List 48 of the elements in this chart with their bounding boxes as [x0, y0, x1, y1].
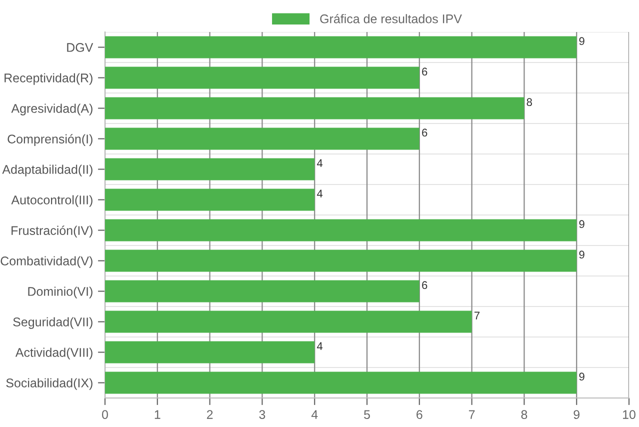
- x-tick-label: 9: [574, 410, 580, 419]
- data-label: 9: [579, 37, 584, 46]
- y-tick-label: Dominio(VI): [28, 286, 92, 298]
- y-tick-label: Actividad(VIII): [15, 348, 92, 360]
- bar: [105, 219, 577, 242]
- data-label: 8: [526, 98, 532, 106]
- x-tick-label: 5: [364, 410, 370, 419]
- data-label: 9: [579, 220, 584, 228]
- x-tick-label: 0: [102, 410, 108, 419]
- x-tick-label: 2: [206, 410, 213, 419]
- data-label: 4: [316, 342, 323, 350]
- bar: [105, 341, 315, 364]
- y-tick-label: Receptividad(R): [4, 73, 92, 85]
- data-label: 6: [422, 68, 428, 76]
- x-tick-label: 8: [521, 410, 528, 419]
- y-tick-label: Combatividad(V): [0, 256, 92, 268]
- data-label: 4: [316, 159, 323, 167]
- x-tick-label: 6: [416, 410, 422, 419]
- y-tick-label: Comprensión(I): [8, 134, 92, 146]
- x-tick-label: 4: [311, 410, 318, 419]
- y-tick-label: DGV: [67, 43, 94, 52]
- bar: [105, 372, 577, 394]
- x-tick-label: 7: [468, 410, 475, 419]
- data-label: 6: [422, 128, 428, 137]
- x-tick-label: 3: [259, 410, 266, 419]
- x-tick-label: 10: [623, 410, 636, 419]
- y-tick-label: Seguridad(VII): [13, 317, 92, 329]
- y-tick-label: Frustración(IV): [12, 226, 92, 238]
- bar: [105, 66, 420, 89]
- data-label: 6: [422, 281, 428, 290]
- data-label: 7: [474, 312, 480, 320]
- x-tick-label: 1: [154, 410, 160, 419]
- bar: [105, 97, 524, 120]
- bar: [105, 36, 577, 58]
- bar: [105, 158, 315, 180]
- bar: [105, 188, 315, 211]
- y-tick-label: Autocontrol(III): [11, 195, 92, 207]
- data-label: 4: [316, 190, 323, 198]
- bar: [105, 128, 420, 150]
- y-tick-label: Agresividad(A): [11, 104, 92, 116]
- data-label: 9: [579, 372, 584, 381]
- data-label: 9: [579, 250, 584, 259]
- y-tick-label: Sociabilidad(IX): [6, 378, 92, 390]
- bar: [105, 310, 472, 333]
- legend-label: Gráfica de resultados IPV: [320, 14, 462, 24]
- bar: [105, 250, 577, 272]
- bar: [105, 280, 420, 302]
- y-tick-label: Adaptabilidad(II): [2, 164, 92, 176]
